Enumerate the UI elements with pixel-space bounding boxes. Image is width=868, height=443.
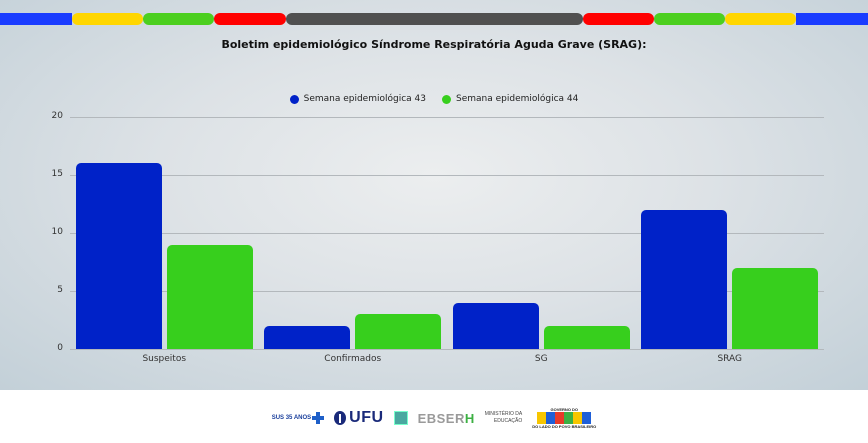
chart-panel: Boletim epidemiológico Síndrome Respirat… (0, 0, 868, 390)
gridline (70, 349, 824, 350)
stripe-segment (0, 13, 72, 25)
y-tick-label: 20 (51, 111, 63, 121)
y-tick-label: 10 (51, 227, 63, 237)
gridline (70, 291, 824, 292)
stripe-segment (725, 13, 796, 25)
legend-item-week-44[interactable]: Semana epidemiológica 44 (442, 94, 578, 104)
gridline (70, 117, 824, 118)
stripe-segment (286, 13, 583, 25)
sus-logo: SUS 35 ANOS (271, 412, 325, 424)
hospital-logo (393, 411, 408, 425)
y-tick-label: 15 (51, 169, 63, 179)
brasil-logo: GOVERNO DO DO LADO DO POVO BRASILEIRO (532, 407, 596, 429)
y-tick-label: 5 (57, 285, 63, 295)
stripe-segment (583, 13, 654, 25)
stripe-segment (654, 13, 725, 25)
stripe-segment (796, 13, 868, 25)
mec-line1: MINISTÉRIO DA (484, 411, 523, 417)
x-tick-label: Confirmados (324, 354, 382, 364)
ufu-logo: UFU (334, 409, 383, 427)
stripe-segment (214, 13, 286, 25)
bar-confirmados-series-1[interactable] (264, 325, 351, 349)
chart-title: Boletim epidemiológico Síndrome Respirat… (221, 38, 647, 51)
ebserh-text: EBSER (417, 410, 465, 426)
brasil-wordmark-icon (537, 412, 592, 424)
stripe-segment (72, 13, 143, 25)
gridline (70, 233, 824, 234)
brasil-bottom-text: DO LADO DO POVO BRASILEIRO (532, 424, 597, 429)
x-tick-label: Suspeitos (142, 354, 187, 364)
sus-logo-text: SUS 35 ANOS (271, 415, 312, 421)
legend: Semana epidemiológica 43 Semana epidemio… (0, 94, 868, 104)
ufu-mark-icon (334, 411, 347, 425)
bar-srag-series-1[interactable] (641, 209, 728, 349)
legend-label: Semana epidemiológica 43 (303, 94, 426, 104)
bar-suspeitos-series-2[interactable] (166, 244, 253, 349)
legend-item-week-43[interactable]: Semana epidemiológica 43 (289, 94, 426, 104)
mec-line2: EDUCAÇÃO (493, 418, 523, 424)
brasil-top-text: GOVERNO DO (550, 407, 579, 412)
bar-suspeitos-series-1[interactable] (75, 163, 162, 349)
x-tick-label: SG (534, 354, 548, 364)
stripe-segment (143, 13, 214, 25)
color-stripe (0, 13, 868, 25)
legend-label: Semana epidemiológica 44 (456, 94, 579, 104)
y-tick-label: 0 (57, 343, 63, 353)
hospital-icon (393, 411, 408, 425)
ebserh-h: H (464, 410, 475, 426)
bar-srag-series-2[interactable] (732, 267, 819, 349)
bar-sg-series-2[interactable] (543, 325, 630, 349)
x-tick-label: SRAG (717, 354, 743, 364)
bar-sg-series-1[interactable] (452, 302, 539, 349)
legend-dot-icon (442, 94, 451, 104)
footer-logos: SUS 35 ANOS UFU EBSER H MINISTÉRIO DA EDU… (0, 400, 868, 436)
ebserh-logo: EBSER H (418, 411, 475, 426)
cross-icon (312, 412, 325, 424)
legend-dot-icon (289, 94, 299, 104)
ufu-logo-text: UFU (349, 409, 384, 426)
bar-confirmados-series-2[interactable] (355, 314, 442, 349)
mec-logo: MINISTÉRIO DA EDUCAÇÃO (485, 411, 523, 425)
plot-area: 0 5 10 15 20 Suspeitos Confirmados SG SRAG (51, 111, 824, 364)
gridline (70, 175, 824, 176)
